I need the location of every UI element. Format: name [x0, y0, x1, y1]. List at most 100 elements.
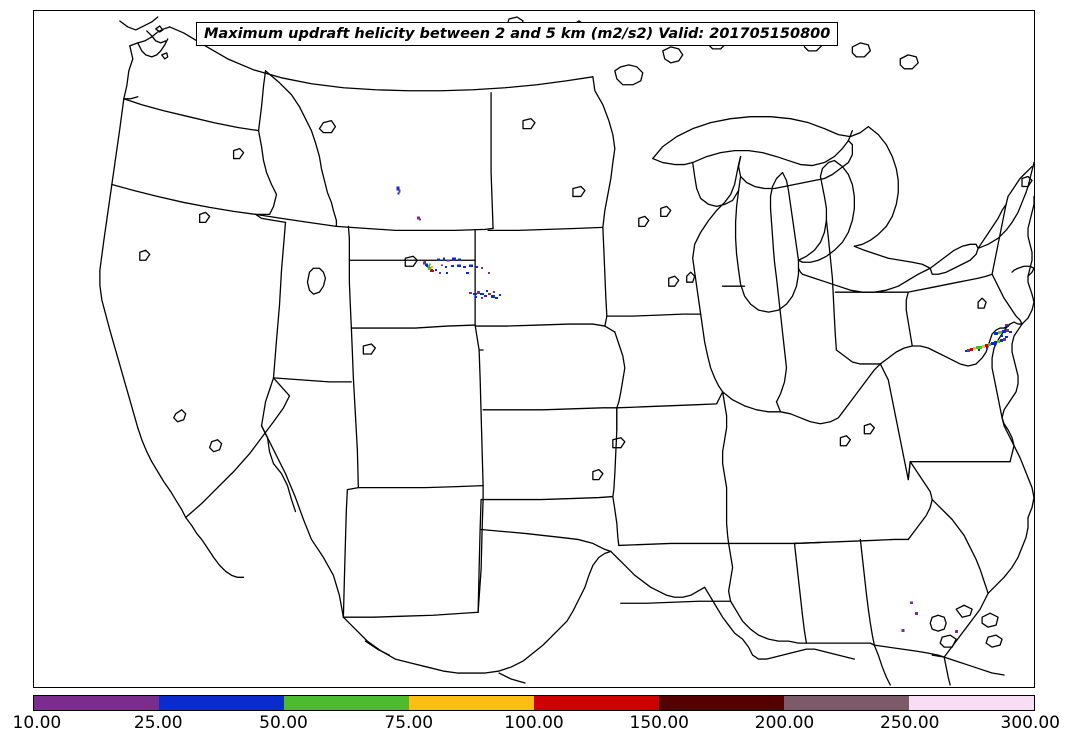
state-line-ne-ia-mo — [614, 331, 626, 409]
state-line-la-ms-east — [729, 600, 808, 644]
small-lake-ny-a — [977, 297, 987, 309]
colorbar-tick-250-00: 250.00 — [880, 713, 940, 733]
state-line-al-ga — [859, 538, 875, 646]
island-group-north-f — [899, 54, 919, 70]
state-line-wi-mi-land — [692, 161, 740, 208]
lake-michigan-west — [734, 171, 800, 313]
state-line-ms-al — [793, 542, 808, 644]
state-line-oh-wv — [835, 349, 881, 365]
lake-superior-north-shore — [652, 116, 869, 160]
border-stlawrence — [977, 191, 1027, 249]
state-line-ok-ar — [612, 495, 620, 547]
coastline-long-island — [1011, 265, 1034, 277]
small-lake-id-a — [232, 147, 245, 160]
map-panel[interactable] — [33, 10, 1035, 688]
colorbar-segment-50-75 — [284, 696, 409, 710]
colorbar[interactable] — [33, 695, 1035, 711]
state-line-va-nc-ext — [907, 461, 911, 481]
mexico-interior-b — [364, 640, 390, 656]
state-line-sc-nc — [931, 498, 989, 594]
state-line-ky-va — [879, 363, 911, 481]
island-group-north-e — [851, 42, 871, 58]
state-line-sd-nd — [487, 226, 604, 231]
coastline-gulf-texas — [610, 550, 706, 598]
bahamas-d — [939, 634, 957, 648]
plot-title-box: Maximum updraft helicity between 2 and 5… — [196, 22, 839, 46]
small-lake-ga-a — [839, 435, 852, 447]
state-line-wa-id — [257, 70, 267, 132]
michigan-upper-peninsula — [737, 139, 854, 190]
colorbar-segment-10-25 — [34, 696, 159, 710]
colorbar-tick-10-00: 10.00 — [12, 713, 62, 733]
border-canada-north — [169, 26, 594, 92]
mexico-interior-a — [498, 672, 526, 684]
lake-huron-north — [853, 126, 899, 247]
colorbar-segment-25-50 — [159, 696, 284, 710]
small-lake-nv-b — [173, 409, 187, 423]
state-line-ny-vt-nh — [1007, 165, 1033, 198]
state-line-ia-il-mississippi — [700, 313, 724, 393]
state-line-mo-ar — [618, 542, 730, 547]
state-line-id-nv-ut — [254, 213, 338, 228]
state-line-ut-nv — [272, 221, 287, 379]
lake-erie-north — [853, 245, 931, 269]
state-line-ks-ne — [482, 407, 618, 411]
lake-michigan-east-detail — [769, 171, 784, 263]
state-line-ar-ms — [727, 542, 734, 602]
small-lake-ok-a — [592, 468, 604, 481]
uh-swath-virginia-coast — [34, 11, 1034, 687]
state-line-pa-ny — [907, 273, 993, 293]
colorbar-tick-100-00: 100.00 — [504, 713, 564, 733]
colorbar-tick-200-00: 200.00 — [754, 713, 815, 733]
state-line-ny-north — [977, 203, 1007, 249]
colorbar-tick-300-00: 300.00 — [1000, 713, 1060, 733]
coastline-new-jersey — [1021, 275, 1034, 325]
small-lake-wi-b — [686, 271, 696, 283]
small-lake-or-a — [199, 211, 211, 224]
columbia-river-mouth — [123, 96, 139, 100]
state-line-ny-new-england — [991, 195, 1009, 275]
state-line-tn-ms-al-south — [793, 541, 822, 545]
state-line-mt-wy-nd-sd — [335, 225, 494, 231]
coastline-florida-west — [873, 644, 891, 686]
chesapeake-bay-west — [991, 321, 1023, 419]
lake-superior-west-tip — [652, 157, 694, 166]
san-juan-islands — [155, 25, 164, 33]
state-line-il-in — [773, 261, 788, 403]
bahamas-a — [955, 604, 973, 618]
island-group-north-a — [662, 46, 684, 64]
state-line-wv-pa — [905, 291, 913, 347]
state-line-mt-nd — [490, 92, 494, 230]
small-lake-sc-a — [863, 423, 875, 435]
colorado-river-az — [260, 425, 297, 513]
colorbar-tick-labels: 10.00 25.00 50.00 75.00 100.00 150.00 200.00 25… — [0, 713, 1070, 741]
colorbar-tick-25-00: 25.00 — [133, 713, 183, 733]
uh-cells-bahamas — [34, 11, 1034, 687]
state-line-sd-mn-ia — [602, 226, 608, 327]
small-lake-nv-a — [209, 439, 223, 453]
coastline-california-south — [185, 516, 245, 578]
small-lake-maine-a — [1021, 175, 1033, 188]
coastline-chesapeake — [1001, 323, 1023, 463]
bahamas-b — [981, 612, 999, 628]
coastline-nc-outer-banks — [1001, 417, 1034, 519]
colorbar-segment-250-300 — [909, 696, 1034, 710]
small-lake-mn-a — [638, 215, 650, 228]
state-line-in-ky-ohio-river — [779, 363, 881, 425]
colorbar-segment-150-200 — [659, 696, 784, 710]
colorbar-segment-75-100 — [409, 696, 534, 710]
state-line-mn-ia — [606, 313, 702, 317]
state-line-nd-mn — [592, 76, 616, 229]
uh-swath-nebraska — [34, 11, 1034, 687]
michigan-lower-peninsula-east — [797, 159, 836, 261]
bahamas-c — [985, 634, 1003, 648]
border-texas-rio-grande — [342, 550, 612, 674]
cuba-tip — [931, 654, 1005, 676]
state-line-az-ca-border — [260, 377, 275, 427]
coastline-atlantic-se — [987, 516, 1029, 594]
strait-detail — [146, 30, 167, 44]
state-line-mo-il-mississippi-river — [721, 391, 730, 545]
state-line-al-fl — [805, 642, 875, 646]
state-line-co-west — [350, 327, 359, 489]
state-line-tn-nc — [907, 461, 933, 541]
